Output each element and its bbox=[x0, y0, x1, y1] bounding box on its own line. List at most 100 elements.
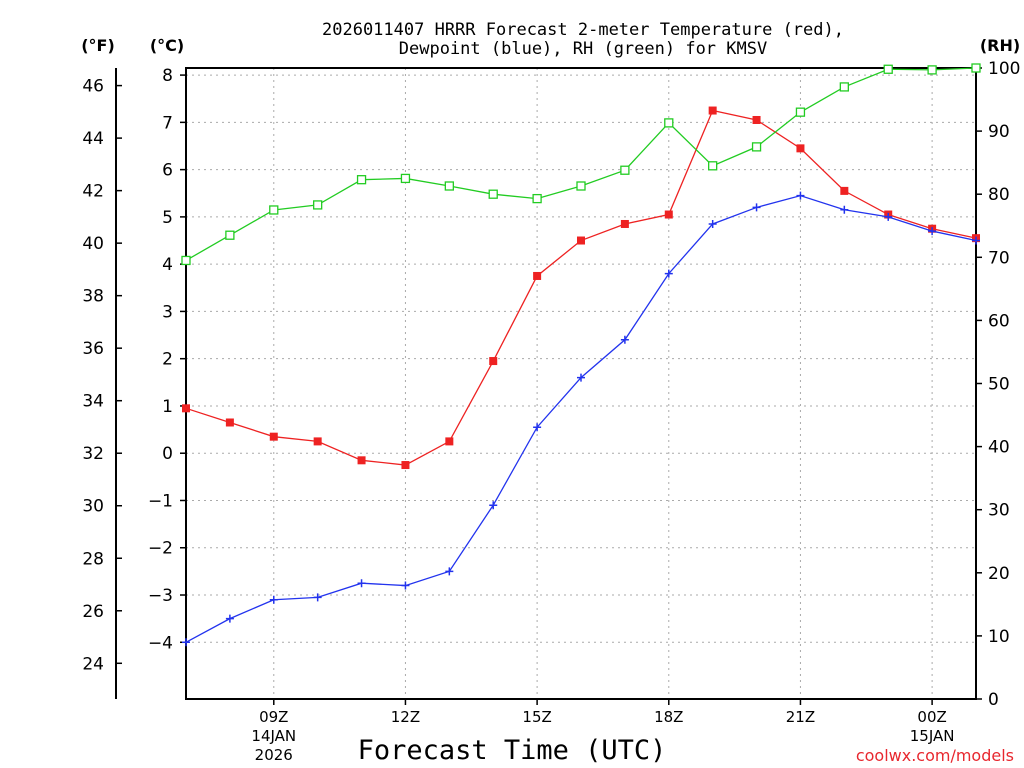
time-tick-label: 15Z bbox=[522, 708, 551, 726]
rh-tick-label: 20 bbox=[988, 564, 1010, 584]
time-tick-label: 12Z bbox=[391, 708, 420, 726]
fahrenheit-tick-label: 34 bbox=[82, 392, 104, 412]
2-meter-temperature-line bbox=[185, 109, 977, 466]
fahrenheit-tick-label: 46 bbox=[82, 77, 104, 97]
rh-point bbox=[883, 64, 893, 74]
celsius-tick-label: 0 bbox=[162, 444, 173, 464]
2-meter-temperature-point bbox=[269, 432, 278, 441]
dewpoint-point bbox=[401, 581, 410, 590]
fahrenheit-unit-label: (°F) bbox=[81, 36, 115, 55]
fahrenheit-tick-label: 44 bbox=[82, 129, 104, 149]
2-meter-temperature-point bbox=[664, 210, 673, 219]
2-meter-temperature-point bbox=[752, 115, 761, 124]
series-layer bbox=[181, 63, 981, 647]
year-label: 2026 bbox=[255, 746, 293, 764]
celsius-unit-label: (°C) bbox=[150, 36, 184, 55]
rh-tick-label: 50 bbox=[988, 375, 1010, 395]
2-meter-temperature-point bbox=[489, 357, 498, 366]
fahrenheit-tick-label: 28 bbox=[82, 549, 104, 569]
rh-tick-label: 90 bbox=[988, 122, 1010, 142]
celsius-tick-label: 2 bbox=[162, 350, 173, 370]
celsius-tick-label: −3 bbox=[148, 586, 173, 606]
rh-series bbox=[181, 63, 981, 266]
dewpoint-point bbox=[577, 373, 585, 382]
dewpoint-point bbox=[752, 203, 761, 212]
fahrenheit-tick-label: 38 bbox=[82, 287, 104, 307]
rh-tick-label: 30 bbox=[988, 501, 1010, 521]
rh-point bbox=[269, 205, 279, 215]
dewpoint-point bbox=[796, 191, 805, 200]
chart-title-line2: Dewpoint (blue), RH (green) for KMSV bbox=[399, 39, 767, 59]
rh-tick-label: 60 bbox=[988, 311, 1010, 331]
rh-point bbox=[708, 161, 718, 171]
dewpoint-point bbox=[182, 638, 190, 647]
fahrenheit-tick-label: 30 bbox=[82, 497, 104, 517]
x-axis-title: Forecast Time (UTC) bbox=[358, 735, 667, 766]
rh-axis: 0 10 20 30 40 50 60 70 80 90 100 bbox=[976, 59, 1020, 710]
dewpoint-point bbox=[972, 236, 980, 245]
date-label: 14JAN bbox=[251, 727, 296, 745]
rh-point bbox=[181, 255, 191, 266]
rh-point bbox=[532, 193, 542, 204]
2-meter-temperature-point bbox=[796, 144, 805, 153]
fahrenheit-axis: 24 26 28 30 32 34 36 38 40 42 44 46 bbox=[82, 77, 122, 674]
credit-link[interactable]: coolwx.com/models bbox=[856, 746, 1014, 765]
dewpoint-point bbox=[884, 212, 893, 221]
rh-point bbox=[356, 175, 367, 185]
rh-point bbox=[488, 189, 498, 199]
rh-point bbox=[971, 63, 981, 73]
2-meter-temperature-point bbox=[182, 404, 190, 413]
dewpoint-point bbox=[489, 501, 498, 510]
rh-point bbox=[664, 118, 674, 128]
dewpoint-point bbox=[269, 595, 278, 604]
rh-point bbox=[225, 230, 235, 240]
celsius-tick-label: 7 bbox=[162, 113, 173, 133]
rh-point bbox=[927, 65, 937, 75]
celsius-tick-label: −2 bbox=[148, 539, 173, 559]
rh-tick-label: 0 bbox=[988, 690, 999, 710]
rh-point bbox=[751, 142, 762, 152]
2-meter-temperature-point bbox=[357, 456, 366, 465]
2-meter-temperature-point bbox=[620, 219, 629, 228]
dewpoint-point bbox=[313, 593, 322, 602]
dewpoint-line bbox=[185, 194, 977, 643]
dewpoint-point bbox=[840, 205, 849, 214]
time-tick-label: 18Z bbox=[654, 708, 683, 726]
dewpoint-point bbox=[620, 335, 629, 344]
dewpoint-point bbox=[445, 567, 454, 576]
fahrenheit-tick-label: 40 bbox=[82, 234, 104, 254]
dewpoint-point bbox=[708, 219, 717, 228]
fahrenheit-tick-label: 26 bbox=[82, 602, 104, 622]
time-tick-label: 09Z bbox=[259, 708, 288, 726]
celsius-tick-label: −1 bbox=[148, 491, 173, 511]
celsius-tick-label: −4 bbox=[148, 633, 173, 653]
celsius-tick-label: 8 bbox=[162, 66, 173, 86]
rh-tick-label: 40 bbox=[988, 438, 1010, 458]
plot-frame bbox=[185, 67, 977, 700]
2-meter-temperature-point bbox=[445, 437, 454, 446]
dewpoint-point bbox=[533, 423, 542, 432]
rh-point bbox=[576, 181, 586, 191]
rh-point bbox=[795, 107, 806, 117]
rh-point bbox=[839, 82, 849, 92]
celsius-tick-label: 6 bbox=[162, 161, 173, 181]
2-meter-temperature-point bbox=[401, 461, 410, 470]
celsius-tick-label: 1 bbox=[162, 397, 173, 417]
axes bbox=[115, 67, 977, 700]
celsius-axis: −4 −3 −2 −1 0 1 2 3 4 5 6 7 8 bbox=[148, 66, 186, 653]
2-meter-temperature-point bbox=[708, 106, 717, 115]
rh-tick-label: 10 bbox=[988, 627, 1010, 647]
dewpoint-point bbox=[928, 227, 937, 236]
time-tick-label: 00Z bbox=[917, 708, 946, 726]
rh-tick-label: 70 bbox=[988, 248, 1010, 268]
date-label: 15JAN bbox=[910, 727, 955, 745]
fahrenheit-tick-label: 42 bbox=[82, 182, 104, 202]
grid-lines bbox=[186, 68, 976, 699]
rh-tick-label: 80 bbox=[988, 185, 1010, 205]
2-meter-temperature-point bbox=[840, 186, 849, 195]
rh-point bbox=[313, 200, 323, 210]
rh-point bbox=[400, 173, 411, 184]
dewpoint-point bbox=[664, 269, 673, 278]
